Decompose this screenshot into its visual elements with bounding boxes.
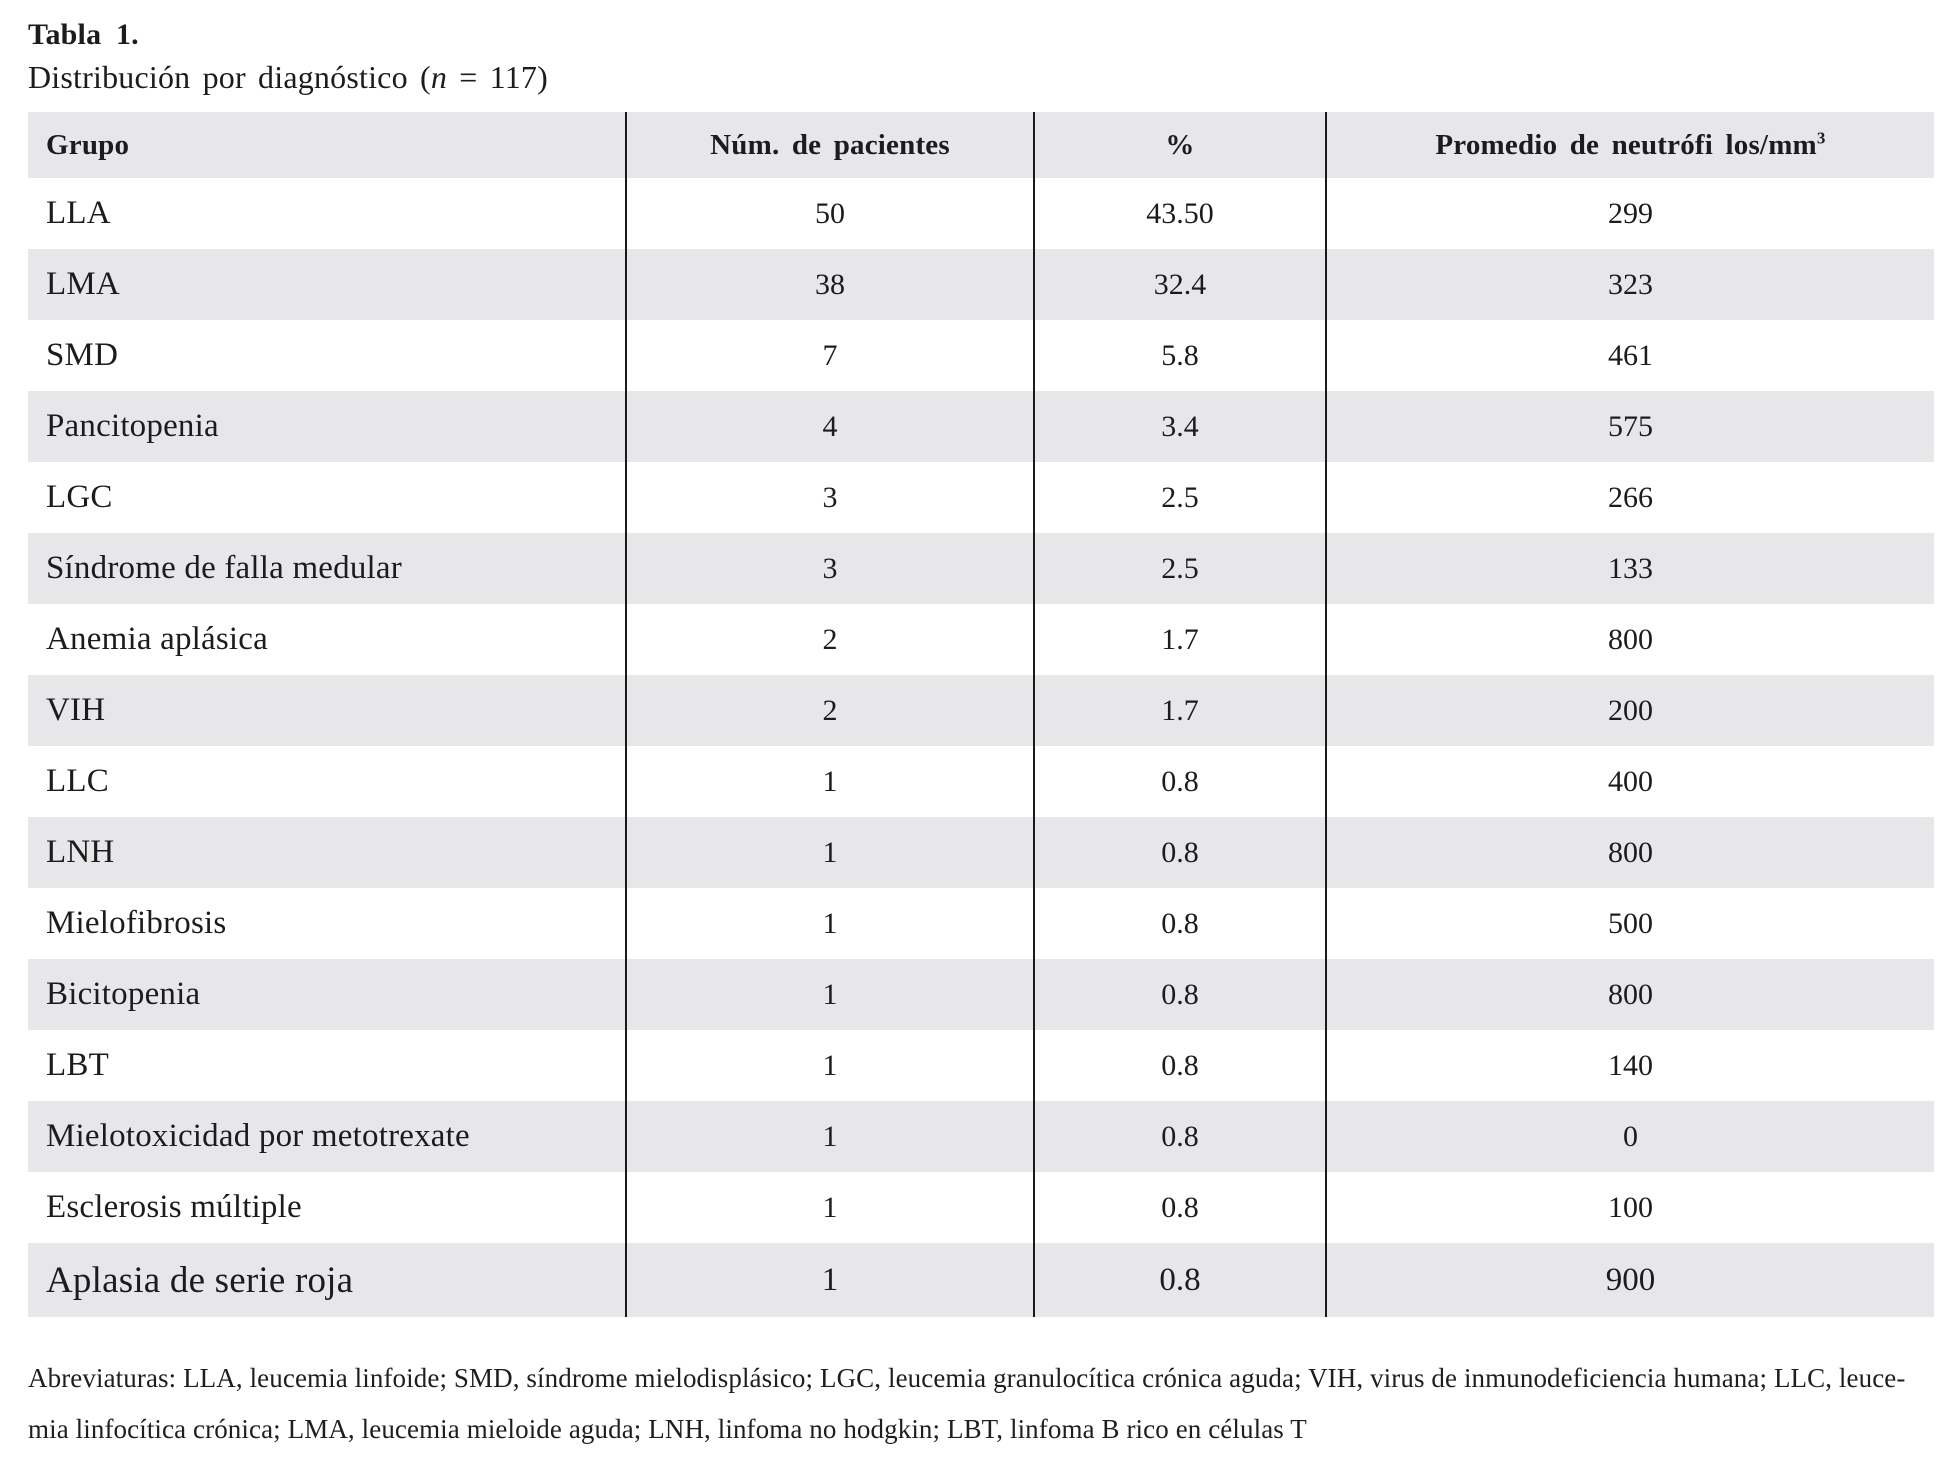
cell-grupo: LGC	[28, 462, 626, 533]
table-row: Pancitopenia 4 3.4 575	[28, 391, 1934, 462]
cell-grupo: Pancitopenia	[28, 391, 626, 462]
cell-pct: 32.4	[1033, 249, 1326, 320]
cell-pct: 0.8	[1033, 959, 1326, 1030]
cell-neutrofilos: 200	[1325, 675, 1934, 746]
promedio-label: Promedio de neutrófi los/mm	[1435, 128, 1817, 161]
cell-grupo: Síndrome de falla medular	[28, 533, 626, 604]
cell-pacientes: 1	[625, 888, 1034, 959]
cell-pct: 2.5	[1033, 462, 1326, 533]
table-title: Tabla 1.	[28, 18, 139, 51]
cell-pacientes: 1	[625, 746, 1034, 817]
table-row: LLC 1 0.8 400	[28, 746, 1934, 817]
footnote-line-2: mia linfocítica crónica; LMA, leucemia m…	[28, 1414, 1307, 1444]
cell-pacientes: 7	[625, 320, 1034, 391]
subtitle-n-variable: n	[430, 59, 448, 95]
subtitle-prefix: Distribución por diagnóstico (	[28, 59, 431, 95]
cell-grupo: LBT	[28, 1030, 626, 1101]
cell-pct: 0.8	[1033, 1030, 1326, 1101]
column-header-promedio-neutrofilos: Promedio de neutrófi los/mm3	[1325, 112, 1934, 178]
table-row: LMA 38 32.4 323	[28, 249, 1934, 320]
cell-pct: 0.8	[1033, 746, 1326, 817]
table-header-row: Grupo Núm. de pacientes % Promedio de ne…	[28, 112, 1934, 178]
cell-neutrofilos: 461	[1325, 320, 1934, 391]
cell-grupo: LNH	[28, 817, 626, 888]
cell-grupo: Anemia aplásica	[28, 604, 626, 675]
cell-neutrofilos: 0	[1325, 1101, 1934, 1172]
cell-neutrofilos: 400	[1325, 746, 1934, 817]
table-row: Bicitopenia 1 0.8 800	[28, 959, 1934, 1030]
table-row: LNH 1 0.8 800	[28, 817, 1934, 888]
cell-pct: 0.8	[1033, 1243, 1326, 1317]
cell-neutrofilos: 900	[1325, 1243, 1934, 1317]
cell-grupo: SMD	[28, 320, 626, 391]
cell-neutrofilos: 800	[1325, 604, 1934, 675]
table-row: Aplasia de serie roja 1 0.8 900	[28, 1243, 1934, 1317]
cell-pacientes: 1	[625, 1172, 1034, 1243]
cell-pct: 2.5	[1033, 533, 1326, 604]
cell-neutrofilos: 800	[1325, 959, 1934, 1030]
cell-pct: 3.4	[1033, 391, 1326, 462]
cell-pacientes: 3	[625, 533, 1034, 604]
cell-pct: 0.8	[1033, 1172, 1326, 1243]
cell-pacientes: 2	[625, 604, 1034, 675]
column-header-percent: %	[1033, 112, 1326, 178]
table-row: SMD 7 5.8 461	[28, 320, 1934, 391]
cell-pct: 0.8	[1033, 888, 1326, 959]
diagnosis-distribution-table: Grupo Núm. de pacientes % Promedio de ne…	[28, 112, 1934, 1317]
column-header-num-pacientes: Núm. de pacientes	[625, 112, 1034, 178]
cell-pacientes: 3	[625, 462, 1034, 533]
cell-grupo: Mielofibrosis	[28, 888, 626, 959]
cell-neutrofilos: 266	[1325, 462, 1934, 533]
cell-neutrofilos: 100	[1325, 1172, 1934, 1243]
abbreviations-footnote: Abreviaturas: LLA, leucemia linfoide; SM…	[28, 1353, 1934, 1455]
cell-pacientes: 1	[625, 959, 1034, 1030]
cell-grupo: Bicitopenia	[28, 959, 626, 1030]
cell-pacientes: 50	[625, 178, 1034, 249]
table-row: LGC 3 2.5 266	[28, 462, 1934, 533]
cell-grupo: LMA	[28, 249, 626, 320]
cell-pct: 5.8	[1033, 320, 1326, 391]
table-row: LLA 50 43.50 299	[28, 178, 1934, 249]
cell-pacientes: 1	[625, 817, 1034, 888]
cell-neutrofilos: 140	[1325, 1030, 1934, 1101]
cell-pacientes: 1	[625, 1030, 1034, 1101]
cell-grupo: LLC	[28, 746, 626, 817]
table-subtitle: Distribución por diagnóstico (n = 117)	[28, 59, 1934, 96]
cell-pacientes: 1	[625, 1101, 1034, 1172]
cell-grupo: Mielotoxicidad por metotrexate	[28, 1101, 626, 1172]
cell-neutrofilos: 323	[1325, 249, 1934, 320]
table-row: Anemia aplásica 2 1.7 800	[28, 604, 1934, 675]
cell-pct: 1.7	[1033, 675, 1326, 746]
cell-grupo: Aplasia de serie roja	[28, 1243, 626, 1317]
cell-pct: 0.8	[1033, 1101, 1326, 1172]
column-header-grupo: Grupo	[28, 112, 626, 178]
cell-pacientes: 38	[625, 249, 1034, 320]
cell-neutrofilos: 299	[1325, 178, 1934, 249]
table-row: Esclerosis múltiple 1 0.8 100	[28, 1172, 1934, 1243]
cell-neutrofilos: 575	[1325, 391, 1934, 462]
cell-pct: 0.8	[1033, 817, 1326, 888]
cell-neutrofilos: 800	[1325, 817, 1934, 888]
table-row: Mielofibrosis 1 0.8 500	[28, 888, 1934, 959]
table-row: LBT 1 0.8 140	[28, 1030, 1934, 1101]
cell-neutrofilos: 500	[1325, 888, 1934, 959]
cell-pct: 1.7	[1033, 604, 1326, 675]
superscript-3: 3	[1816, 127, 1826, 147]
footnote-line-1: Abreviaturas: LLA, leucemia linfoide; SM…	[28, 1363, 1906, 1393]
cell-neutrofilos: 133	[1325, 533, 1934, 604]
table-row: VIH 2 1.7 200	[28, 675, 1934, 746]
cell-pacientes: 1	[625, 1243, 1034, 1317]
cell-pacientes: 4	[625, 391, 1034, 462]
cell-pct: 43.50	[1033, 178, 1326, 249]
cell-grupo: Esclerosis múltiple	[28, 1172, 626, 1243]
cell-pacientes: 2	[625, 675, 1034, 746]
cell-grupo: LLA	[28, 178, 626, 249]
table-row: Mielotoxicidad por metotrexate 1 0.8 0	[28, 1101, 1934, 1172]
subtitle-suffix: = 117)	[447, 59, 548, 95]
table-row: Síndrome de falla medular 3 2.5 133	[28, 533, 1934, 604]
cell-grupo: VIH	[28, 675, 626, 746]
